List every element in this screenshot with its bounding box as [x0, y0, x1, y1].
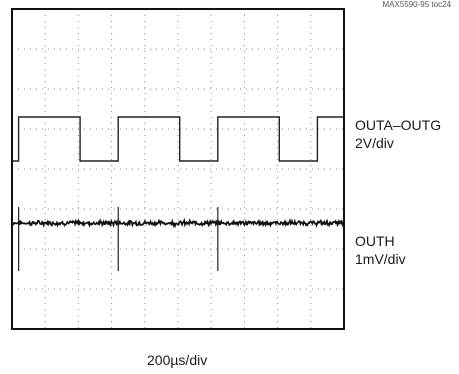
traces [11, 116, 345, 271]
figure-id: MAX5590-95 toc24 [382, 0, 452, 9]
plot-frame [11, 8, 345, 330]
trace-outh [11, 217, 345, 229]
series-scale-outh: 1mV/div [355, 251, 406, 267]
time-scale-label: 200µs/div [147, 352, 208, 368]
series-label-outa-outg: OUTA–OUTG [355, 117, 442, 133]
series-scale-outa-outg: 2V/div [355, 135, 394, 151]
trace-outa-outg [12, 116, 344, 162]
series-label-outh: OUTH [355, 233, 395, 249]
grid [12, 9, 344, 329]
